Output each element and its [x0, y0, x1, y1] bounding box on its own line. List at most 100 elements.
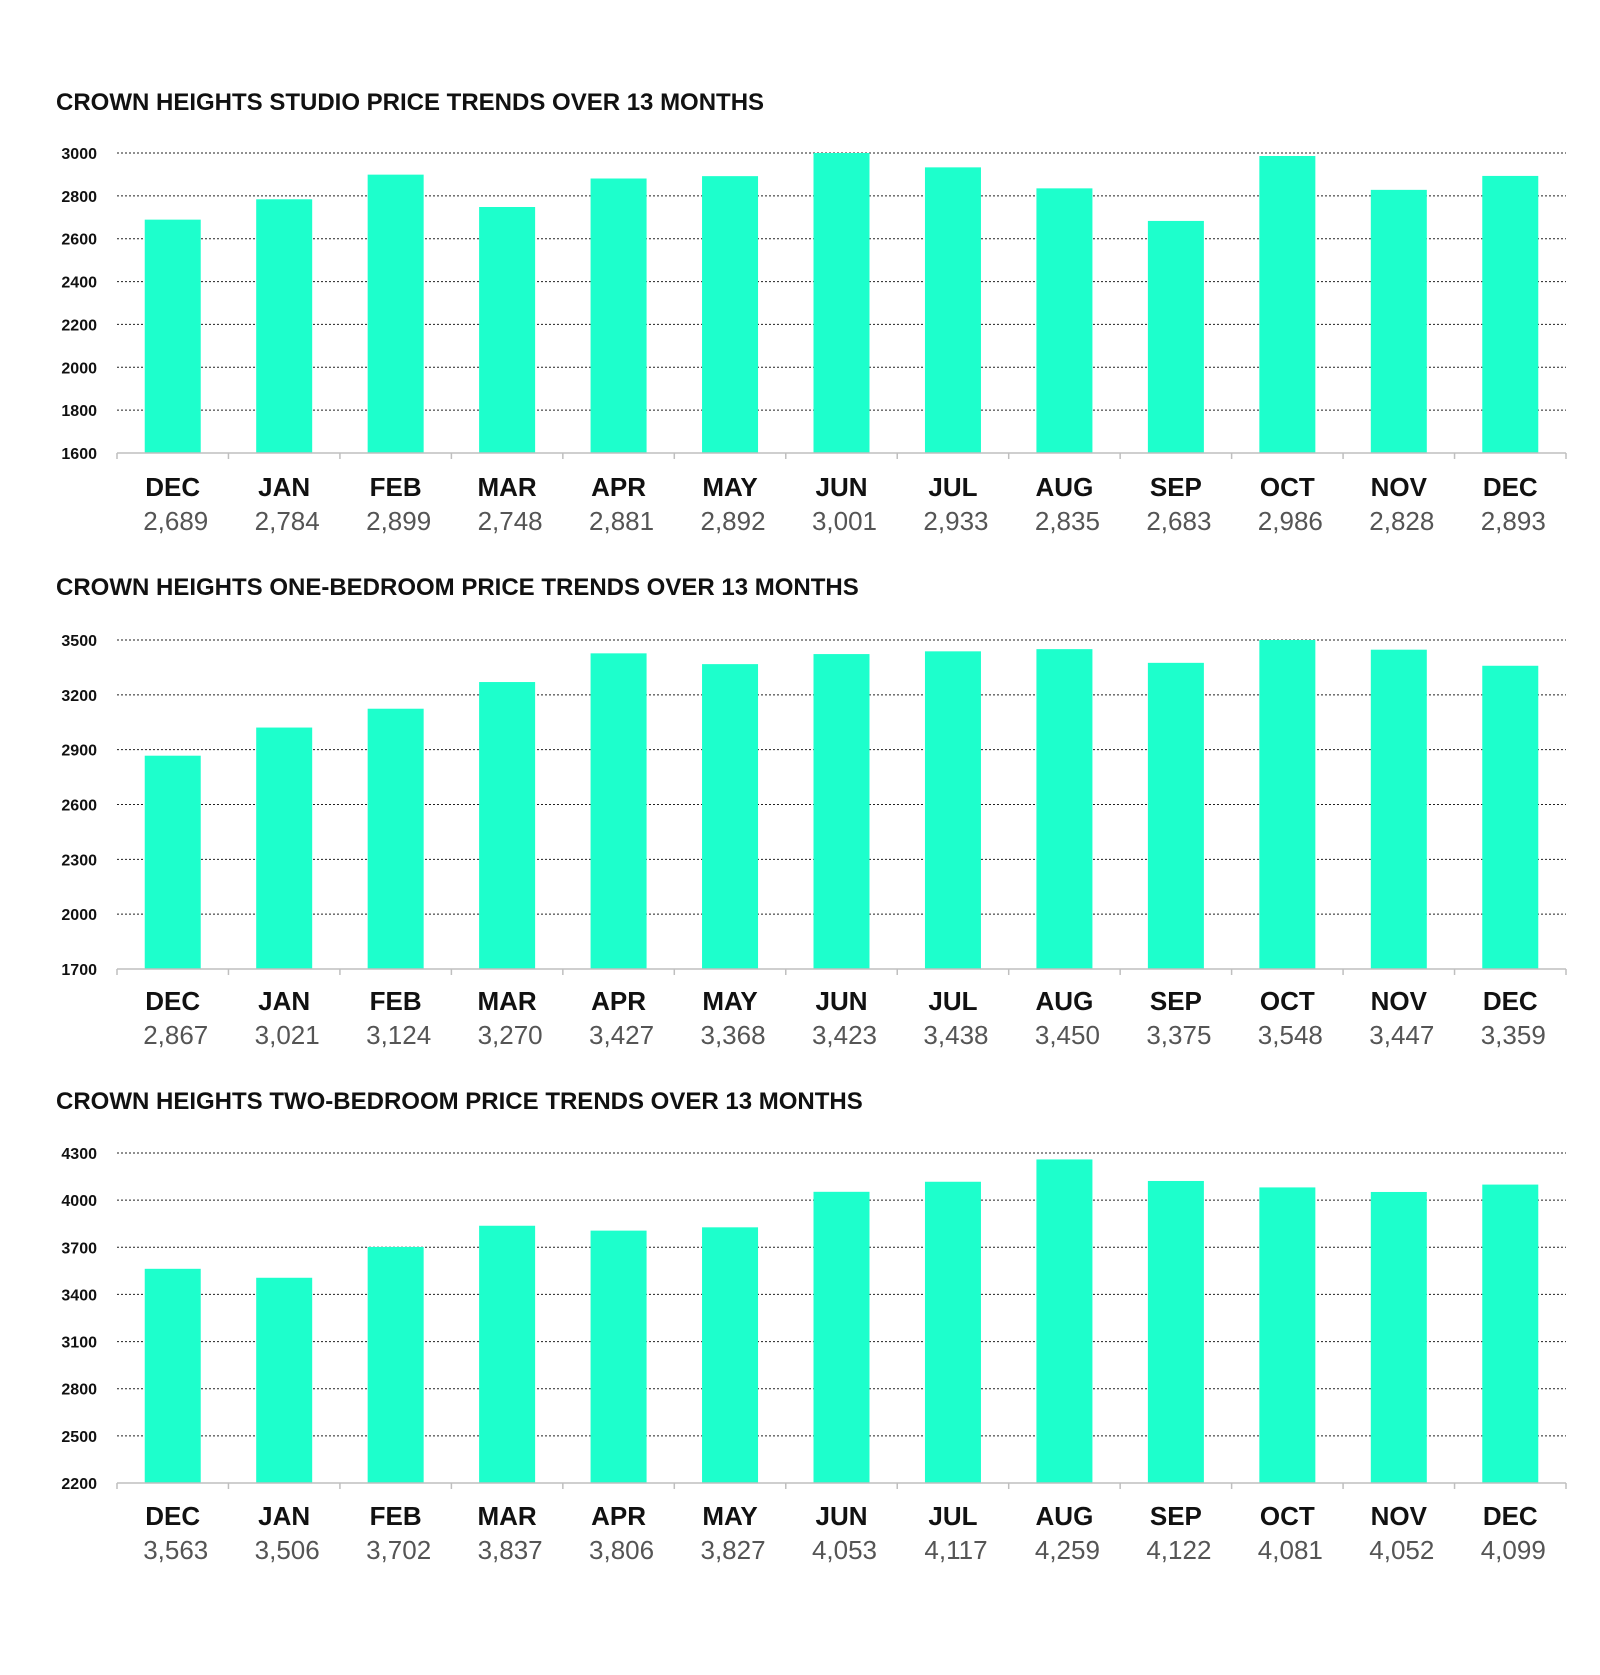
- bar: [145, 756, 201, 969]
- x-category-label: SEP: [1150, 1501, 1202, 1531]
- x-category-label: JUN: [815, 986, 867, 1016]
- bar: [479, 207, 535, 453]
- data-label: 3,375: [1146, 1020, 1211, 1050]
- data-label: 3,827: [700, 1535, 765, 1565]
- data-label: 3,270: [478, 1020, 543, 1050]
- bar: [925, 651, 981, 969]
- x-category-label: MAY: [702, 1501, 757, 1531]
- data-label: 3,021: [255, 1020, 320, 1050]
- bar: [1371, 190, 1427, 453]
- x-category-label: JUN: [815, 1501, 867, 1531]
- data-label: 3,548: [1258, 1020, 1323, 1050]
- chart-title: CROWN HEIGHTS TWO-BEDROOM PRICE TRENDS O…: [56, 1088, 863, 1115]
- y-tick-label: 4300: [61, 1146, 97, 1163]
- x-category-label: DEC: [145, 1501, 200, 1531]
- bar: [256, 728, 312, 969]
- x-category-label: JAN: [258, 986, 310, 1016]
- y-tick-label: 2600: [61, 232, 97, 249]
- y-tick-label: 2800: [61, 1382, 97, 1399]
- x-category-label: DEC: [145, 986, 200, 1016]
- x-category-label: MAR: [478, 472, 537, 502]
- bar: [1482, 1185, 1538, 1483]
- data-label: 2,784: [255, 506, 320, 536]
- chart-page: CROWN HEIGHTS STUDIO PRICE TRENDS OVER 1…: [0, 0, 1600, 1675]
- y-tick-label: 3000: [61, 146, 97, 163]
- y-tick-label: 3100: [61, 1335, 97, 1352]
- data-label: 4,099: [1481, 1535, 1546, 1565]
- bar: [702, 664, 758, 969]
- x-category-label: AUG: [1036, 986, 1094, 1016]
- bar: [1482, 666, 1538, 969]
- bar: [591, 1231, 647, 1483]
- bar: [256, 199, 312, 453]
- y-tick-label: 2800: [61, 189, 97, 206]
- data-label: 4,081: [1258, 1535, 1323, 1565]
- y-tick-label: 3200: [61, 688, 97, 705]
- x-category-label: DEC: [1483, 1501, 1538, 1531]
- bar: [479, 682, 535, 969]
- data-label: 2,933: [923, 506, 988, 536]
- chart-2: CROWN HEIGHTS ONE-BEDROOM PRICE TRENDS O…: [56, 574, 1566, 1050]
- x-category-label: DEC: [145, 472, 200, 502]
- x-category-label: JUL: [928, 986, 977, 1016]
- x-category-label: JUL: [928, 472, 977, 502]
- bar: [814, 1192, 870, 1483]
- data-label: 2,748: [478, 506, 543, 536]
- data-label: 3,450: [1035, 1020, 1100, 1050]
- x-category-label: OCT: [1260, 986, 1315, 1016]
- y-tick-label: 2200: [61, 317, 97, 334]
- data-label: 3,368: [700, 1020, 765, 1050]
- x-category-label: OCT: [1260, 1501, 1315, 1531]
- data-label: 3,001: [812, 506, 877, 536]
- bar: [1036, 1159, 1092, 1483]
- bar: [1036, 649, 1092, 969]
- data-label: 2,828: [1369, 506, 1434, 536]
- bar: [591, 179, 647, 454]
- y-tick-label: 1600: [61, 446, 97, 463]
- y-tick-label: 1700: [61, 962, 97, 979]
- x-category-label: MAY: [702, 472, 757, 502]
- x-category-label: OCT: [1260, 472, 1315, 502]
- bar: [368, 175, 424, 453]
- x-category-label: SEP: [1150, 986, 1202, 1016]
- x-category-label: AUG: [1036, 1501, 1094, 1531]
- y-tick-label: 2200: [61, 1476, 97, 1493]
- x-category-label: AUG: [1036, 472, 1094, 502]
- data-label: 3,359: [1481, 1020, 1546, 1050]
- y-tick-label: 3500: [61, 633, 97, 650]
- data-label: 3,423: [812, 1020, 877, 1050]
- chart-title: CROWN HEIGHTS STUDIO PRICE TRENDS OVER 1…: [56, 89, 764, 116]
- x-category-label: MAY: [702, 986, 757, 1016]
- bar: [1148, 221, 1204, 453]
- x-category-label: JAN: [258, 472, 310, 502]
- chart-1: CROWN HEIGHTS STUDIO PRICE TRENDS OVER 1…: [56, 89, 1566, 536]
- data-label: 2,683: [1146, 506, 1211, 536]
- x-category-label: FEB: [370, 986, 422, 1016]
- x-category-label: APR: [591, 1501, 646, 1531]
- data-label: 2,892: [700, 506, 765, 536]
- data-label: 3,506: [255, 1535, 320, 1565]
- bar: [1148, 1181, 1204, 1483]
- bar: [591, 653, 647, 969]
- data-label: 3,427: [589, 1020, 654, 1050]
- bar: [1036, 188, 1092, 453]
- x-category-label: DEC: [1483, 986, 1538, 1016]
- bar: [145, 220, 201, 453]
- x-category-label: APR: [591, 472, 646, 502]
- data-label: 3,438: [923, 1020, 988, 1050]
- data-label: 4,117: [924, 1535, 987, 1565]
- data-label: 3,806: [589, 1535, 654, 1565]
- y-tick-label: 4000: [61, 1193, 97, 1210]
- bar: [1371, 1192, 1427, 1483]
- data-label: 3,447: [1369, 1020, 1434, 1050]
- data-label: 3,124: [366, 1020, 431, 1050]
- x-category-label: MAR: [478, 1501, 537, 1531]
- data-label: 4,259: [1035, 1535, 1100, 1565]
- bar: [1371, 650, 1427, 969]
- data-label: 2,835: [1035, 506, 1100, 536]
- data-label: 2,689: [143, 506, 208, 536]
- x-category-label: JUL: [928, 1501, 977, 1531]
- y-tick-label: 2000: [61, 907, 97, 924]
- x-category-label: JUN: [815, 472, 867, 502]
- y-tick-label: 1800: [61, 403, 97, 420]
